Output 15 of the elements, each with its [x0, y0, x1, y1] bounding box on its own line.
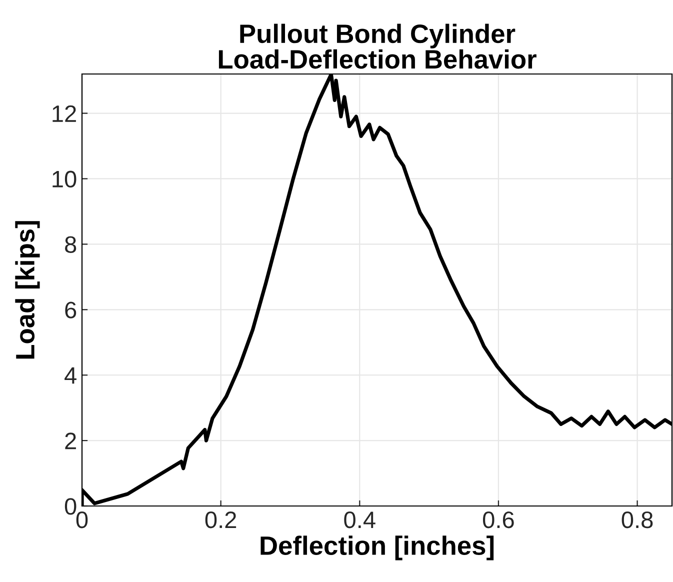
- x-tick-label: 0.8: [622, 511, 653, 528]
- x-tick-label: 0.4: [344, 511, 376, 528]
- y-tick-label: 0: [64, 498, 76, 515]
- x-tick-label: 0.2: [205, 511, 236, 528]
- y-tick-label: 12: [52, 105, 76, 122]
- x-tick-label: 0: [76, 511, 88, 528]
- y-tick-label: 8: [65, 236, 76, 253]
- y-axis-title: Load [kips]: [15, 221, 40, 359]
- x-axis-title: Deflection [inches]: [260, 536, 494, 560]
- chart-title: Pullout Bond Cylinder Load-Deflection Behavior: [218, 24, 536, 69]
- y-tick-label: 2: [65, 432, 76, 450]
- x-tick-label: 0.6: [482, 511, 514, 528]
- y-tick-label: 4: [64, 367, 76, 384]
- y-tick-label: 6: [65, 302, 76, 318]
- y-tick-label: 10: [52, 170, 76, 188]
